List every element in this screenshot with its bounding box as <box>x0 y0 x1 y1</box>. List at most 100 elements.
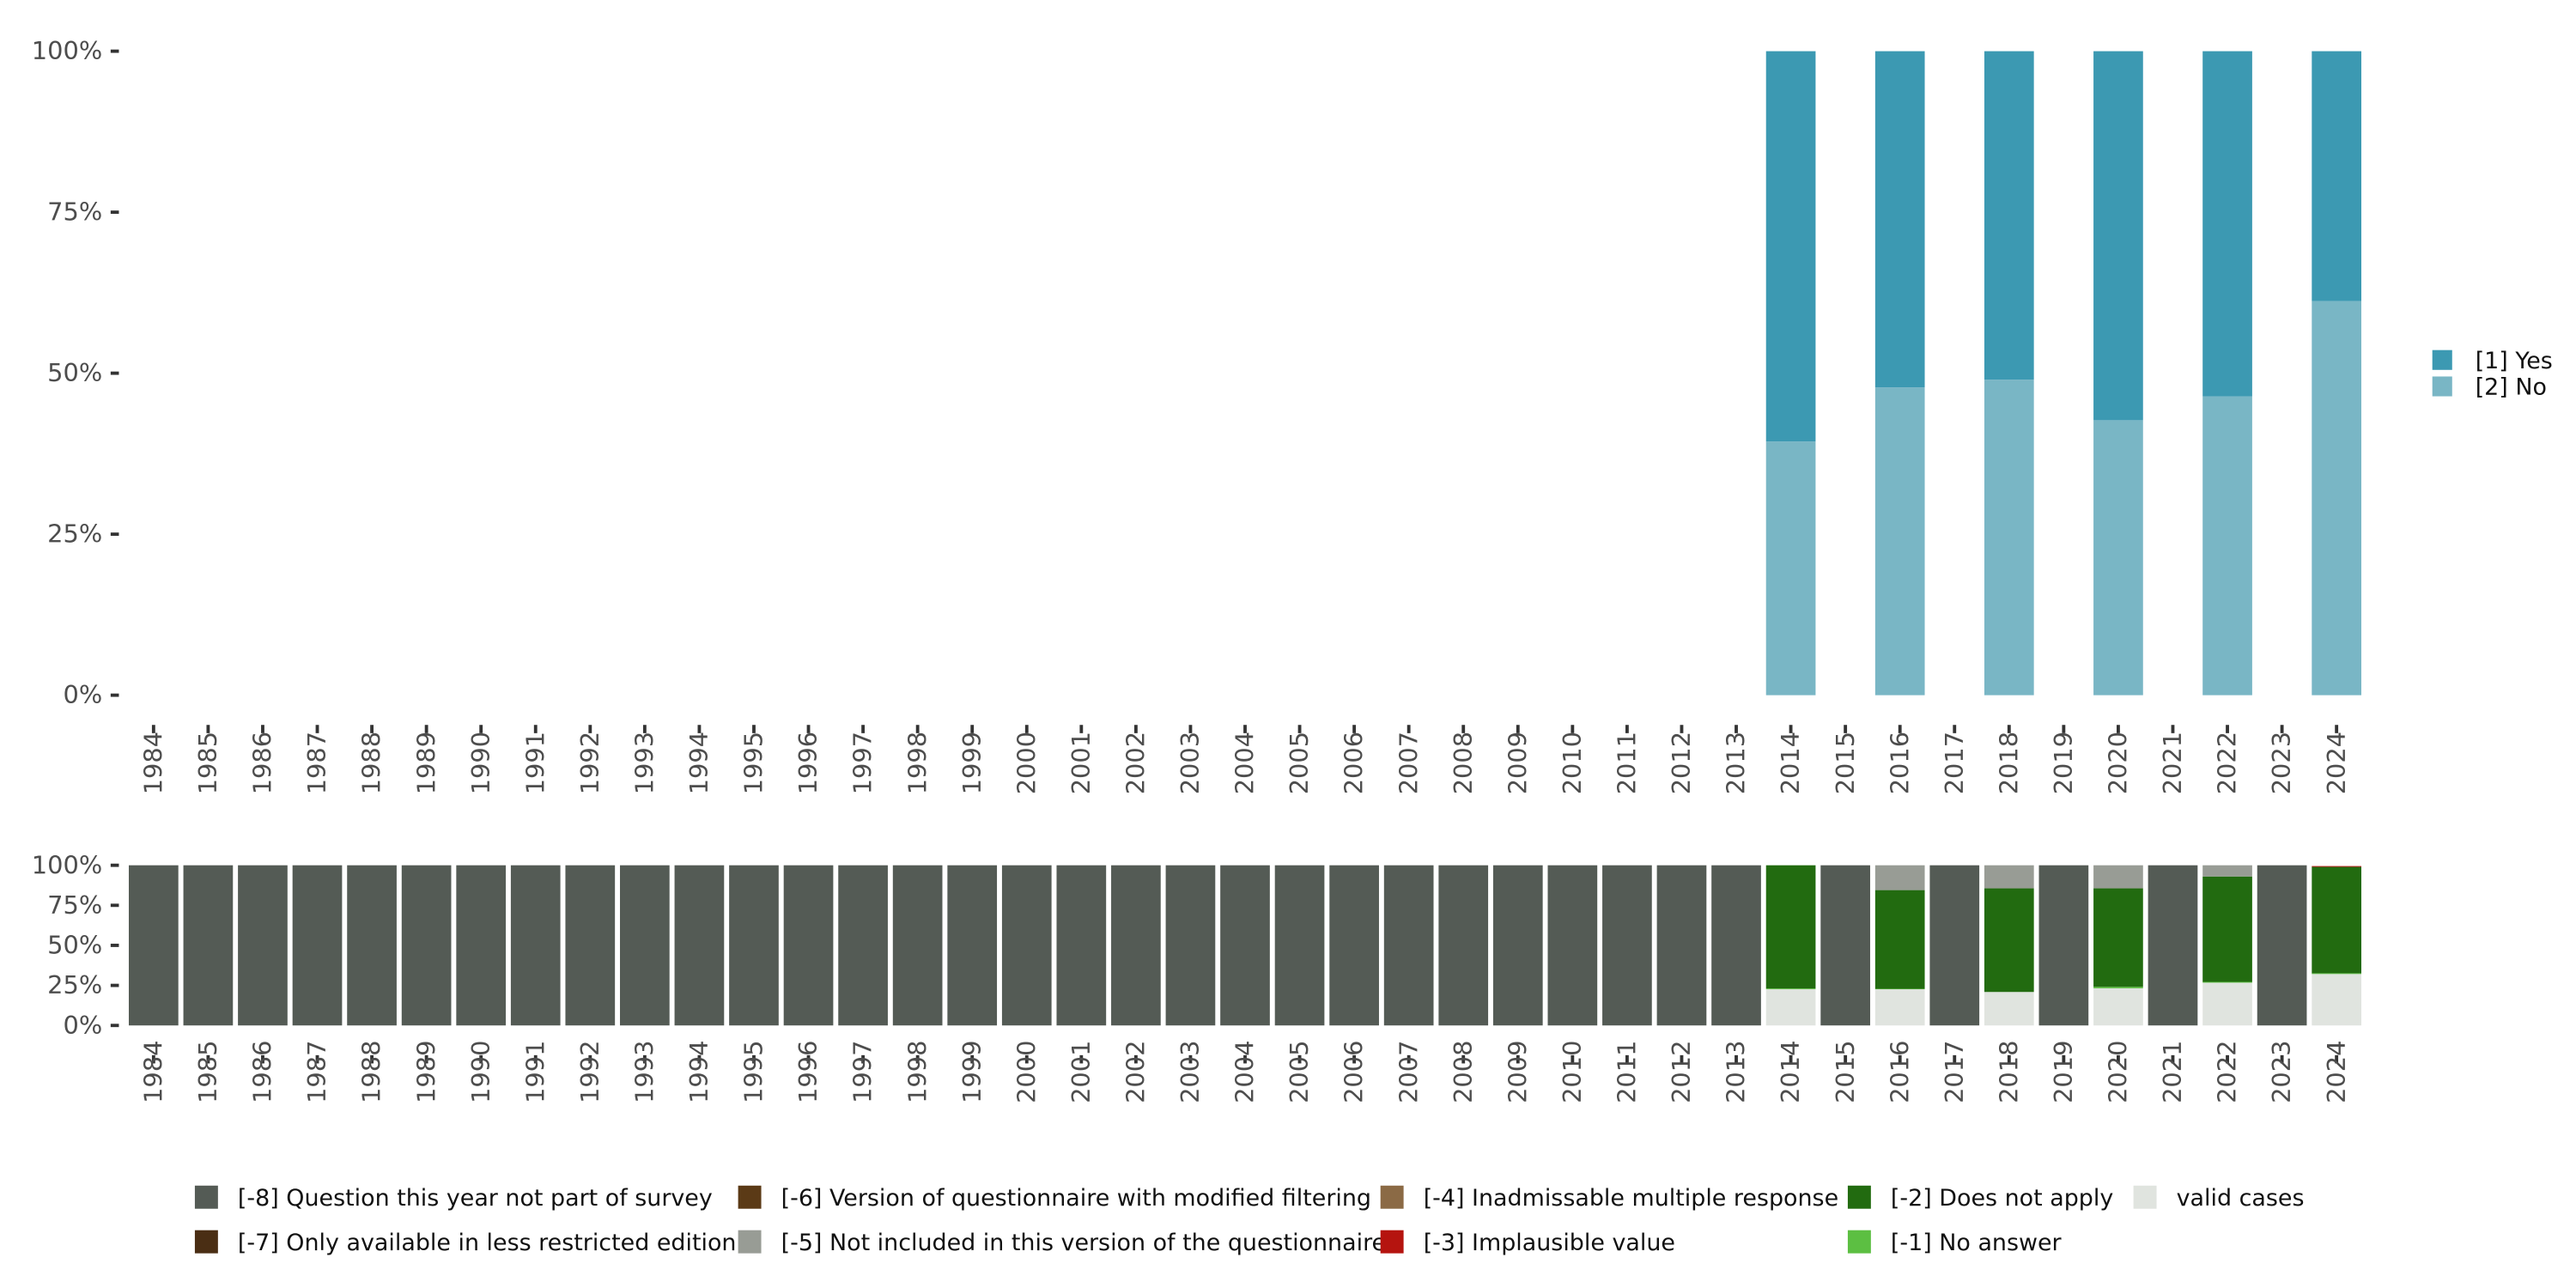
bar-segment-2020--5-not-included-in-this-version-of-the-questionnaire <box>2093 865 2143 889</box>
x-tick-label: 1998 <box>902 1041 932 1103</box>
x-tick-label: 2009 <box>1503 732 1532 794</box>
legend-swatch <box>1380 1185 1404 1209</box>
y-tick-label: 50% <box>47 931 102 960</box>
legend-label: [-3] Implausible value <box>1424 1230 1675 1256</box>
x-tick-label: 2023 <box>2267 1041 2296 1103</box>
bar-segment-2024--1-yes <box>2312 51 2361 301</box>
x-tick-label: 1988 <box>357 732 386 794</box>
legend-label: [-1] No answer <box>1891 1230 2063 1256</box>
bar-segment-2022-valid-cases <box>2202 982 2252 1026</box>
legend-swatch <box>2432 376 2452 397</box>
bar-segment-2018--5-not-included-in-this-version-of-the-questionnaire <box>1984 865 2034 889</box>
x-tick-label: 2002 <box>1121 732 1151 794</box>
bar-segment-2000--8-question-this-year-not-part-of-survey <box>1001 865 1052 1026</box>
bar-segment-2020-valid-cases <box>2093 987 2143 1026</box>
x-tick-label: 1989 <box>411 1041 440 1103</box>
x-tick-label: 1994 <box>684 732 714 794</box>
bar-segment-1994--8-question-this-year-not-part-of-survey <box>674 865 725 1026</box>
x-tick-label: 2020 <box>2104 732 2133 794</box>
y-tick-label: 100% <box>32 36 102 65</box>
x-tick-label: 1997 <box>848 1041 878 1103</box>
bar-segment-2001--8-question-this-year-not-part-of-survey <box>1056 865 1107 1026</box>
x-tick-label: 2020 <box>2104 1041 2133 1103</box>
x-tick-label: 2022 <box>2213 732 2242 794</box>
x-tick-label: 2002 <box>1121 1041 1151 1103</box>
x-tick-label: 2014 <box>1776 732 1805 794</box>
legend-right: [1] Yes[2] No <box>2432 348 2553 401</box>
x-tick-label: 1993 <box>629 1041 659 1103</box>
y-tick-label: 25% <box>47 970 102 999</box>
legend-label: [-8] Question this year not part of surv… <box>238 1185 713 1212</box>
x-tick-label: 1995 <box>739 732 769 794</box>
bar-segment-2022--1-yes <box>2202 51 2252 397</box>
legend-label: [1] Yes <box>2476 348 2553 374</box>
bar-segment-2016-valid-cases <box>1874 989 1925 1026</box>
x-tick-label: 2007 <box>1394 732 1423 794</box>
bar-segment-2016--1-no-answer <box>1874 988 1925 990</box>
x-tick-label: 2007 <box>1394 1041 1423 1103</box>
y-tick-label: 100% <box>32 850 102 879</box>
x-tick-label: 1992 <box>575 1041 605 1103</box>
bar-segment-2024--2-does-not-apply <box>2312 866 2361 974</box>
x-tick-label: 2022 <box>2213 1041 2242 1103</box>
bar-segment-2004--8-question-this-year-not-part-of-survey <box>1220 865 1270 1026</box>
x-tick-label: 2017 <box>1940 1041 1969 1103</box>
bar-segment-2024--2-no <box>2312 301 2361 696</box>
bar-segment-1990--8-question-this-year-not-part-of-survey <box>456 865 507 1026</box>
y-tick-label: 0% <box>63 1011 102 1040</box>
x-tick-label: 1991 <box>520 732 550 794</box>
bar-segment-1997--8-question-this-year-not-part-of-survey <box>838 865 888 1026</box>
x-tick-label: 2011 <box>1613 732 1642 794</box>
bar-segment-2023--8-question-this-year-not-part-of-survey <box>2257 865 2307 1026</box>
bar-segment-2020--1-no-answer <box>2093 987 2143 988</box>
x-tick-label: 2021 <box>2158 1041 2187 1103</box>
x-tick-label: 1999 <box>957 1041 987 1103</box>
y-tick-label: 75% <box>47 197 102 227</box>
bar-segment-2018--2-no <box>1984 380 2034 696</box>
legend-swatch <box>738 1230 762 1254</box>
x-tick-label: 1984 <box>138 732 167 794</box>
legend-label: valid cases <box>2177 1185 2305 1212</box>
bar-segment-2022--2-no <box>2202 396 2252 696</box>
bar-segment-2014--1-no-answer <box>1765 988 1816 990</box>
x-tick-label: 2000 <box>1012 732 1041 794</box>
bar-segment-1998--8-question-this-year-not-part-of-survey <box>892 865 943 1026</box>
x-tick-label: 1996 <box>793 1041 823 1103</box>
x-tick-label: 1987 <box>302 1041 331 1103</box>
x-tick-label: 2024 <box>2322 1041 2351 1103</box>
legend-swatch <box>1847 1185 1871 1209</box>
bar-segment-2020--2-no <box>2093 420 2143 696</box>
legend-label: [-7] Only available in less restricted e… <box>238 1230 737 1256</box>
x-tick-label: 2010 <box>1558 1041 1587 1103</box>
x-tick-label: 2001 <box>1066 732 1096 794</box>
x-tick-label: 2005 <box>1285 732 1314 794</box>
x-tick-label: 2015 <box>1831 1041 1860 1103</box>
x-tick-label: 2004 <box>1230 732 1260 794</box>
x-tick-label: 2011 <box>1613 1041 1642 1103</box>
bar-segment-2014--1-yes <box>1765 51 1816 442</box>
x-tick-label: 1999 <box>957 732 987 794</box>
x-tick-label: 2016 <box>1885 732 1914 794</box>
x-tick-label: 2000 <box>1012 1041 1041 1103</box>
bar-segment-2024-valid-cases <box>2312 974 2361 1026</box>
x-tick-label: 1993 <box>629 732 659 794</box>
bar-segment-2022--2-does-not-apply <box>2202 876 2252 982</box>
x-tick-label: 2008 <box>1449 1041 1478 1103</box>
x-tick-label: 1986 <box>248 1041 277 1103</box>
x-tick-label: 2003 <box>1176 732 1205 794</box>
x-tick-label: 1996 <box>793 732 823 794</box>
legend-label: [2] No <box>2476 374 2547 401</box>
legend-label: [-4] Inadmissable multiple response <box>1424 1185 1838 1212</box>
x-tick-label: 2014 <box>1776 1041 1805 1103</box>
bottom-chart: 0% 25% 50% 75% 100% 1984 1985 1986 1987 1988 1989 1… <box>32 850 2361 1103</box>
bar-segment-2016--1-yes <box>1874 51 1925 388</box>
x-tick-label: 2021 <box>2158 732 2187 794</box>
bar-segment-2003--8-question-this-year-not-part-of-survey <box>1165 865 1216 1026</box>
legend-label: [-2] Does not apply <box>1891 1185 2113 1212</box>
bar-segment-2024--1-no-answer <box>2312 973 2361 975</box>
bar-segment-2014--2-no <box>1765 441 1816 696</box>
bar-segment-1996--8-question-this-year-not-part-of-survey <box>783 865 834 1026</box>
x-tick-label: 2012 <box>1667 732 1696 794</box>
bar-segment-2016--2-no <box>1874 387 1925 696</box>
